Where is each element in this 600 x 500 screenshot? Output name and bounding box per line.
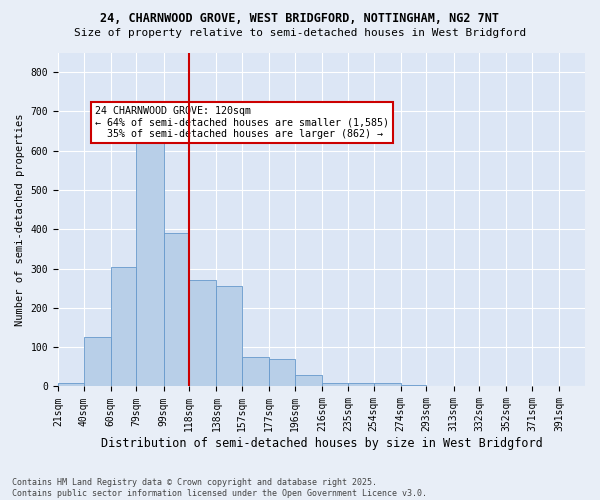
Text: Contains HM Land Registry data © Crown copyright and database right 2025.
Contai: Contains HM Land Registry data © Crown c… — [12, 478, 427, 498]
Bar — [136, 139, 164, 386]
Bar — [58, 382, 83, 386]
Bar — [217, 286, 242, 386]
Text: Size of property relative to semi-detached houses in West Bridgford: Size of property relative to semi-detach… — [74, 28, 526, 38]
Bar — [269, 359, 295, 386]
Bar — [374, 382, 401, 386]
Bar — [295, 374, 322, 386]
Text: 24 CHARNWOOD GROVE: 120sqm
← 64% of semi-detached houses are smaller (1,585)
  3: 24 CHARNWOOD GROVE: 120sqm ← 64% of semi… — [95, 106, 389, 139]
Bar — [348, 382, 374, 386]
Y-axis label: Number of semi-detached properties: Number of semi-detached properties — [15, 113, 25, 326]
Bar — [242, 357, 269, 386]
Bar — [164, 233, 190, 386]
Text: 24, CHARNWOOD GROVE, WEST BRIDGFORD, NOTTINGHAM, NG2 7NT: 24, CHARNWOOD GROVE, WEST BRIDGFORD, NOT… — [101, 12, 499, 26]
X-axis label: Distribution of semi-detached houses by size in West Bridgford: Distribution of semi-detached houses by … — [101, 437, 542, 450]
Bar — [190, 280, 217, 386]
Bar — [111, 266, 136, 386]
Bar — [401, 384, 427, 386]
Bar — [83, 338, 111, 386]
Bar — [322, 382, 348, 386]
